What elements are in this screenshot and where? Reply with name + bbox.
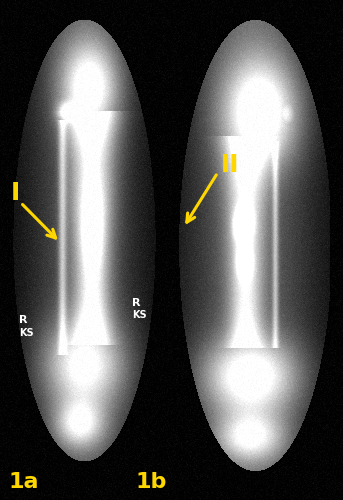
Text: II: II: [221, 153, 240, 177]
Text: I: I: [10, 180, 20, 204]
Text: KS: KS: [19, 328, 34, 338]
Text: 1b: 1b: [135, 472, 167, 492]
Text: KS: KS: [132, 310, 147, 320]
Text: R: R: [132, 298, 141, 308]
Text: 1a: 1a: [9, 472, 39, 492]
Text: R: R: [19, 315, 27, 325]
